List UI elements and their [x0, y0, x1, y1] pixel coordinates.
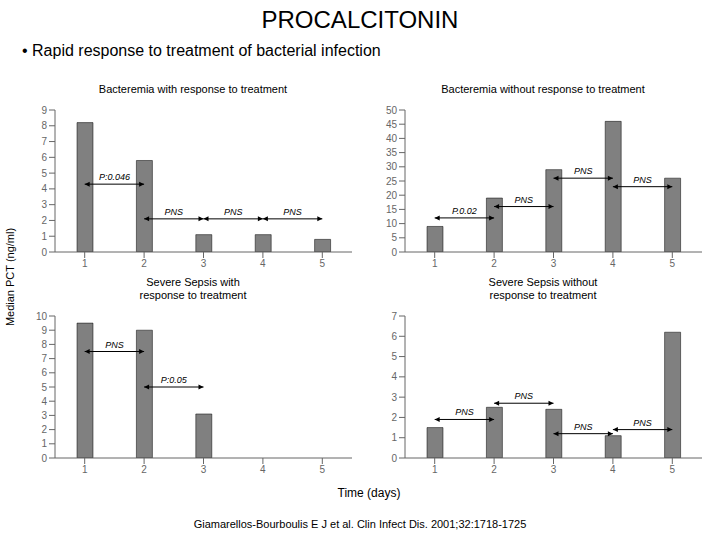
- svg-text:6: 6: [41, 367, 47, 378]
- svg-text:PNS: PNS: [164, 207, 183, 217]
- svg-text:6: 6: [391, 331, 397, 342]
- svg-text:1: 1: [81, 464, 87, 475]
- svg-text:9: 9: [41, 325, 47, 336]
- svg-text:2: 2: [491, 258, 497, 269]
- svg-text:35: 35: [385, 147, 397, 158]
- svg-text:1: 1: [41, 438, 47, 449]
- svg-text:1: 1: [431, 258, 437, 269]
- svg-text:2: 2: [41, 424, 47, 435]
- svg-text:PNS: PNS: [573, 166, 592, 176]
- svg-text:5: 5: [669, 258, 675, 269]
- svg-text:4: 4: [610, 258, 616, 269]
- svg-text:7: 7: [41, 353, 47, 364]
- html-text:• Rapid response to treatment: • Rapid response to treatment of bacteri…: [22, 42, 381, 59]
- svg-text:5: 5: [391, 232, 397, 243]
- svg-text:PNS: PNS: [514, 195, 533, 205]
- svg-text:30: 30: [385, 161, 397, 172]
- html-text:Bacteremia without response to: Bacteremia without response to treatment: [441, 83, 645, 95]
- svg-text:PNS: PNS: [105, 340, 124, 350]
- svg-text:5: 5: [319, 258, 325, 269]
- html-text:Giamarellos-Bourboulis E J et: Giamarellos-Bourboulis E J et al. Clin I…: [193, 518, 527, 530]
- svg-text:5: 5: [669, 464, 675, 475]
- html-text:Severe Sepsis with response to: Severe Sepsis with response to treatment: [139, 276, 247, 301]
- svg-text:2: 2: [141, 258, 147, 269]
- svg-text:2: 2: [41, 215, 47, 226]
- svg-text:0: 0: [391, 453, 397, 464]
- svg-text:3: 3: [200, 258, 206, 269]
- svg-text:2: 2: [491, 464, 497, 475]
- svg-text:P:0.046: P:0.046: [98, 172, 129, 182]
- svg-text:10: 10: [35, 311, 47, 322]
- svg-text:0: 0: [41, 453, 47, 464]
- svg-text:0: 0: [41, 247, 47, 258]
- svg-text:4: 4: [610, 464, 616, 475]
- svg-text:4: 4: [260, 464, 266, 475]
- svg-text:5: 5: [41, 382, 47, 393]
- svg-text:4: 4: [41, 183, 47, 194]
- svg-text:3: 3: [391, 392, 397, 403]
- html-text:Time (days): Time (days): [337, 486, 401, 500]
- svg-text:5: 5: [41, 168, 47, 179]
- svg-text:3: 3: [41, 199, 47, 210]
- svg-text:PNS: PNS: [633, 418, 652, 428]
- svg-text:3: 3: [550, 258, 556, 269]
- svg-text:4: 4: [41, 396, 47, 407]
- html-text:PROCALCITONIN: PROCALCITONIN: [261, 6, 459, 33]
- html-text:Severe Sepsis without response: Severe Sepsis without response to treatm…: [488, 276, 598, 301]
- html-text:Bacteremia with response to tr: Bacteremia with response to treatment: [98, 83, 288, 95]
- svg-text:P:0.05: P:0.05: [160, 375, 187, 385]
- svg-text:8: 8: [41, 339, 47, 350]
- svg-text:25: 25: [385, 176, 397, 187]
- svg-text:4: 4: [391, 371, 397, 382]
- svg-text:50: 50: [385, 105, 397, 116]
- svg-text:PNS: PNS: [455, 407, 474, 417]
- svg-text:2: 2: [141, 464, 147, 475]
- svg-text:3: 3: [200, 464, 206, 475]
- svg-text:0: 0: [391, 247, 397, 258]
- svg-text:10: 10: [385, 218, 397, 229]
- svg-text:45: 45: [385, 119, 397, 130]
- svg-text:1: 1: [41, 231, 47, 242]
- svg-text:PNS: PNS: [223, 207, 242, 217]
- svg-text:8: 8: [41, 120, 47, 131]
- svg-text:9: 9: [41, 105, 47, 116]
- svg-text:2: 2: [391, 412, 397, 423]
- svg-text:5: 5: [319, 464, 325, 475]
- svg-text:P.0.02: P.0.02: [451, 206, 476, 216]
- svg-text:5: 5: [391, 351, 397, 362]
- svg-text:PNS: PNS: [633, 175, 652, 185]
- svg-text:PNS: PNS: [514, 391, 533, 401]
- svg-text:4: 4: [260, 258, 266, 269]
- svg-text:3: 3: [550, 464, 556, 475]
- svg-text:20: 20: [385, 190, 397, 201]
- svg-text:PNS: PNS: [573, 422, 592, 432]
- svg-text:1: 1: [431, 464, 437, 475]
- svg-text:7: 7: [41, 136, 47, 147]
- svg-text:7: 7: [391, 311, 397, 322]
- svg-text:3: 3: [41, 410, 47, 421]
- svg-text:40: 40: [385, 133, 397, 144]
- svg-text:PNS: PNS: [283, 207, 302, 217]
- svg-text:15: 15: [385, 204, 397, 215]
- svg-text:1: 1: [81, 258, 87, 269]
- html-text:Median PCT (ng/ml): Median PCT (ng/ml): [4, 227, 16, 327]
- svg-text:1: 1: [391, 432, 397, 443]
- svg-text:6: 6: [41, 152, 47, 163]
